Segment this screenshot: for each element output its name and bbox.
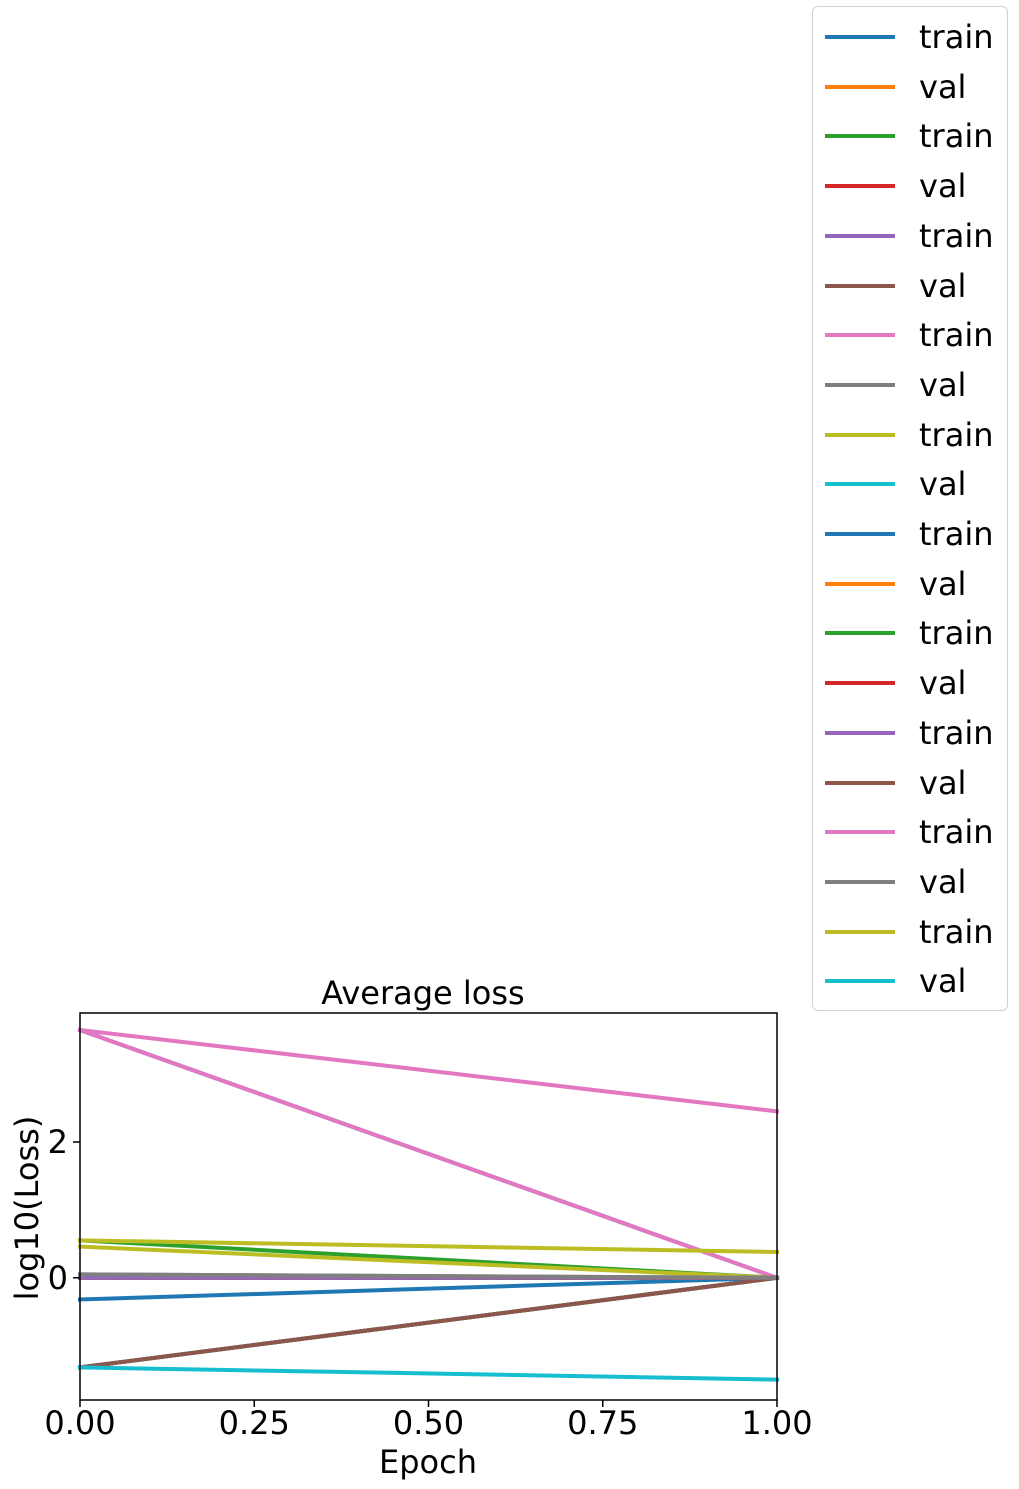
legend-label: val xyxy=(919,564,967,603)
legend-label: val xyxy=(919,266,967,305)
legend-swatch xyxy=(825,929,895,934)
legend-item: val xyxy=(813,663,1009,703)
legend-swatch xyxy=(825,482,895,487)
legend-label: val xyxy=(919,962,967,1001)
legend-label: val xyxy=(919,167,967,206)
legend-item: train xyxy=(813,912,1009,952)
legend-swatch xyxy=(825,780,895,785)
y-tick-label: 2 xyxy=(48,1123,68,1161)
legend-label: val xyxy=(919,664,967,703)
legend-label: train xyxy=(919,316,994,355)
legend-label: val xyxy=(919,763,967,802)
legend-swatch xyxy=(825,184,895,189)
x-axis-ticks: 0.00 0.25 0.50 0.75 1.00 xyxy=(44,1400,813,1442)
legend-label: train xyxy=(919,912,994,951)
legend-label: val xyxy=(919,365,967,404)
legend-swatch xyxy=(825,730,895,735)
legend-swatch xyxy=(825,879,895,884)
legend-swatch xyxy=(825,830,895,835)
legend-label: train xyxy=(919,713,994,752)
legend-item: val xyxy=(813,266,1009,306)
legend-item: train xyxy=(813,713,1009,753)
legend-item: train xyxy=(813,216,1009,256)
legend-swatch xyxy=(825,283,895,288)
legend-item: val xyxy=(813,166,1009,206)
series-line-9-train xyxy=(77,1244,780,1280)
chart-legend: train val train val train val train val train val… xyxy=(812,6,1008,1011)
series-line-7-train xyxy=(77,1027,780,1281)
series-line-19-train xyxy=(77,1238,780,1255)
legend-item: train xyxy=(813,613,1009,653)
series-line-18-val xyxy=(77,1272,780,1280)
legend-label: train xyxy=(919,216,994,255)
legend-swatch xyxy=(825,681,895,686)
legend-item: train xyxy=(813,315,1009,355)
x-axis-label: Epoch xyxy=(379,1443,477,1481)
x-tick-label: 1.00 xyxy=(741,1404,812,1442)
legend-swatch xyxy=(825,84,895,89)
legend-swatch xyxy=(825,532,895,536)
legend-item: val xyxy=(813,564,1009,604)
legend-label: train xyxy=(919,18,994,56)
legend-item: train xyxy=(813,116,1009,156)
legend-label: val xyxy=(919,67,967,106)
series-line-20-val xyxy=(77,1365,780,1382)
legend-swatch xyxy=(825,382,895,387)
legend-item: val xyxy=(813,961,1009,1001)
x-tick-label: 0.50 xyxy=(393,1404,464,1442)
legend-item: train xyxy=(813,17,1009,57)
x-tick-label: 0.00 xyxy=(44,1404,115,1442)
legend-swatch xyxy=(825,333,895,338)
legend-swatch xyxy=(825,233,895,238)
legend-item: train xyxy=(813,415,1009,455)
legend-label: train xyxy=(919,614,994,653)
legend-label: train xyxy=(919,813,994,852)
legend-item: val xyxy=(813,67,1009,107)
legend-item: val xyxy=(813,464,1009,504)
legend-label: val xyxy=(919,465,967,504)
legend-swatch xyxy=(825,35,895,39)
plot-lines xyxy=(77,1027,780,1382)
legend-swatch xyxy=(825,631,895,636)
legend-item: val xyxy=(813,763,1009,803)
legend-label: val xyxy=(919,862,967,901)
y-tick-label: 0 xyxy=(48,1259,68,1297)
legend-item: val xyxy=(813,862,1009,902)
legend-swatch xyxy=(825,979,895,984)
legend-swatch xyxy=(825,581,895,586)
legend-item: train xyxy=(813,812,1009,852)
legend-label: train xyxy=(919,415,994,454)
x-tick-label: 0.75 xyxy=(567,1404,638,1442)
legend-swatch xyxy=(825,432,895,437)
x-tick-label: 0.25 xyxy=(219,1404,290,1442)
legend-item: val xyxy=(813,365,1009,405)
y-axis-label: log10(Loss) xyxy=(8,1116,46,1301)
y-axis-ticks: 02 xyxy=(48,1123,80,1297)
legend-label: train xyxy=(919,117,994,156)
chart-title: Average loss xyxy=(321,974,524,1012)
legend-swatch xyxy=(825,134,895,139)
series-line-11-train xyxy=(77,1275,780,1302)
legend-item: train xyxy=(813,514,1009,554)
series-line-17-train xyxy=(77,1027,780,1114)
legend-label: train xyxy=(919,515,994,553)
series-line-16-val xyxy=(77,1275,780,1370)
